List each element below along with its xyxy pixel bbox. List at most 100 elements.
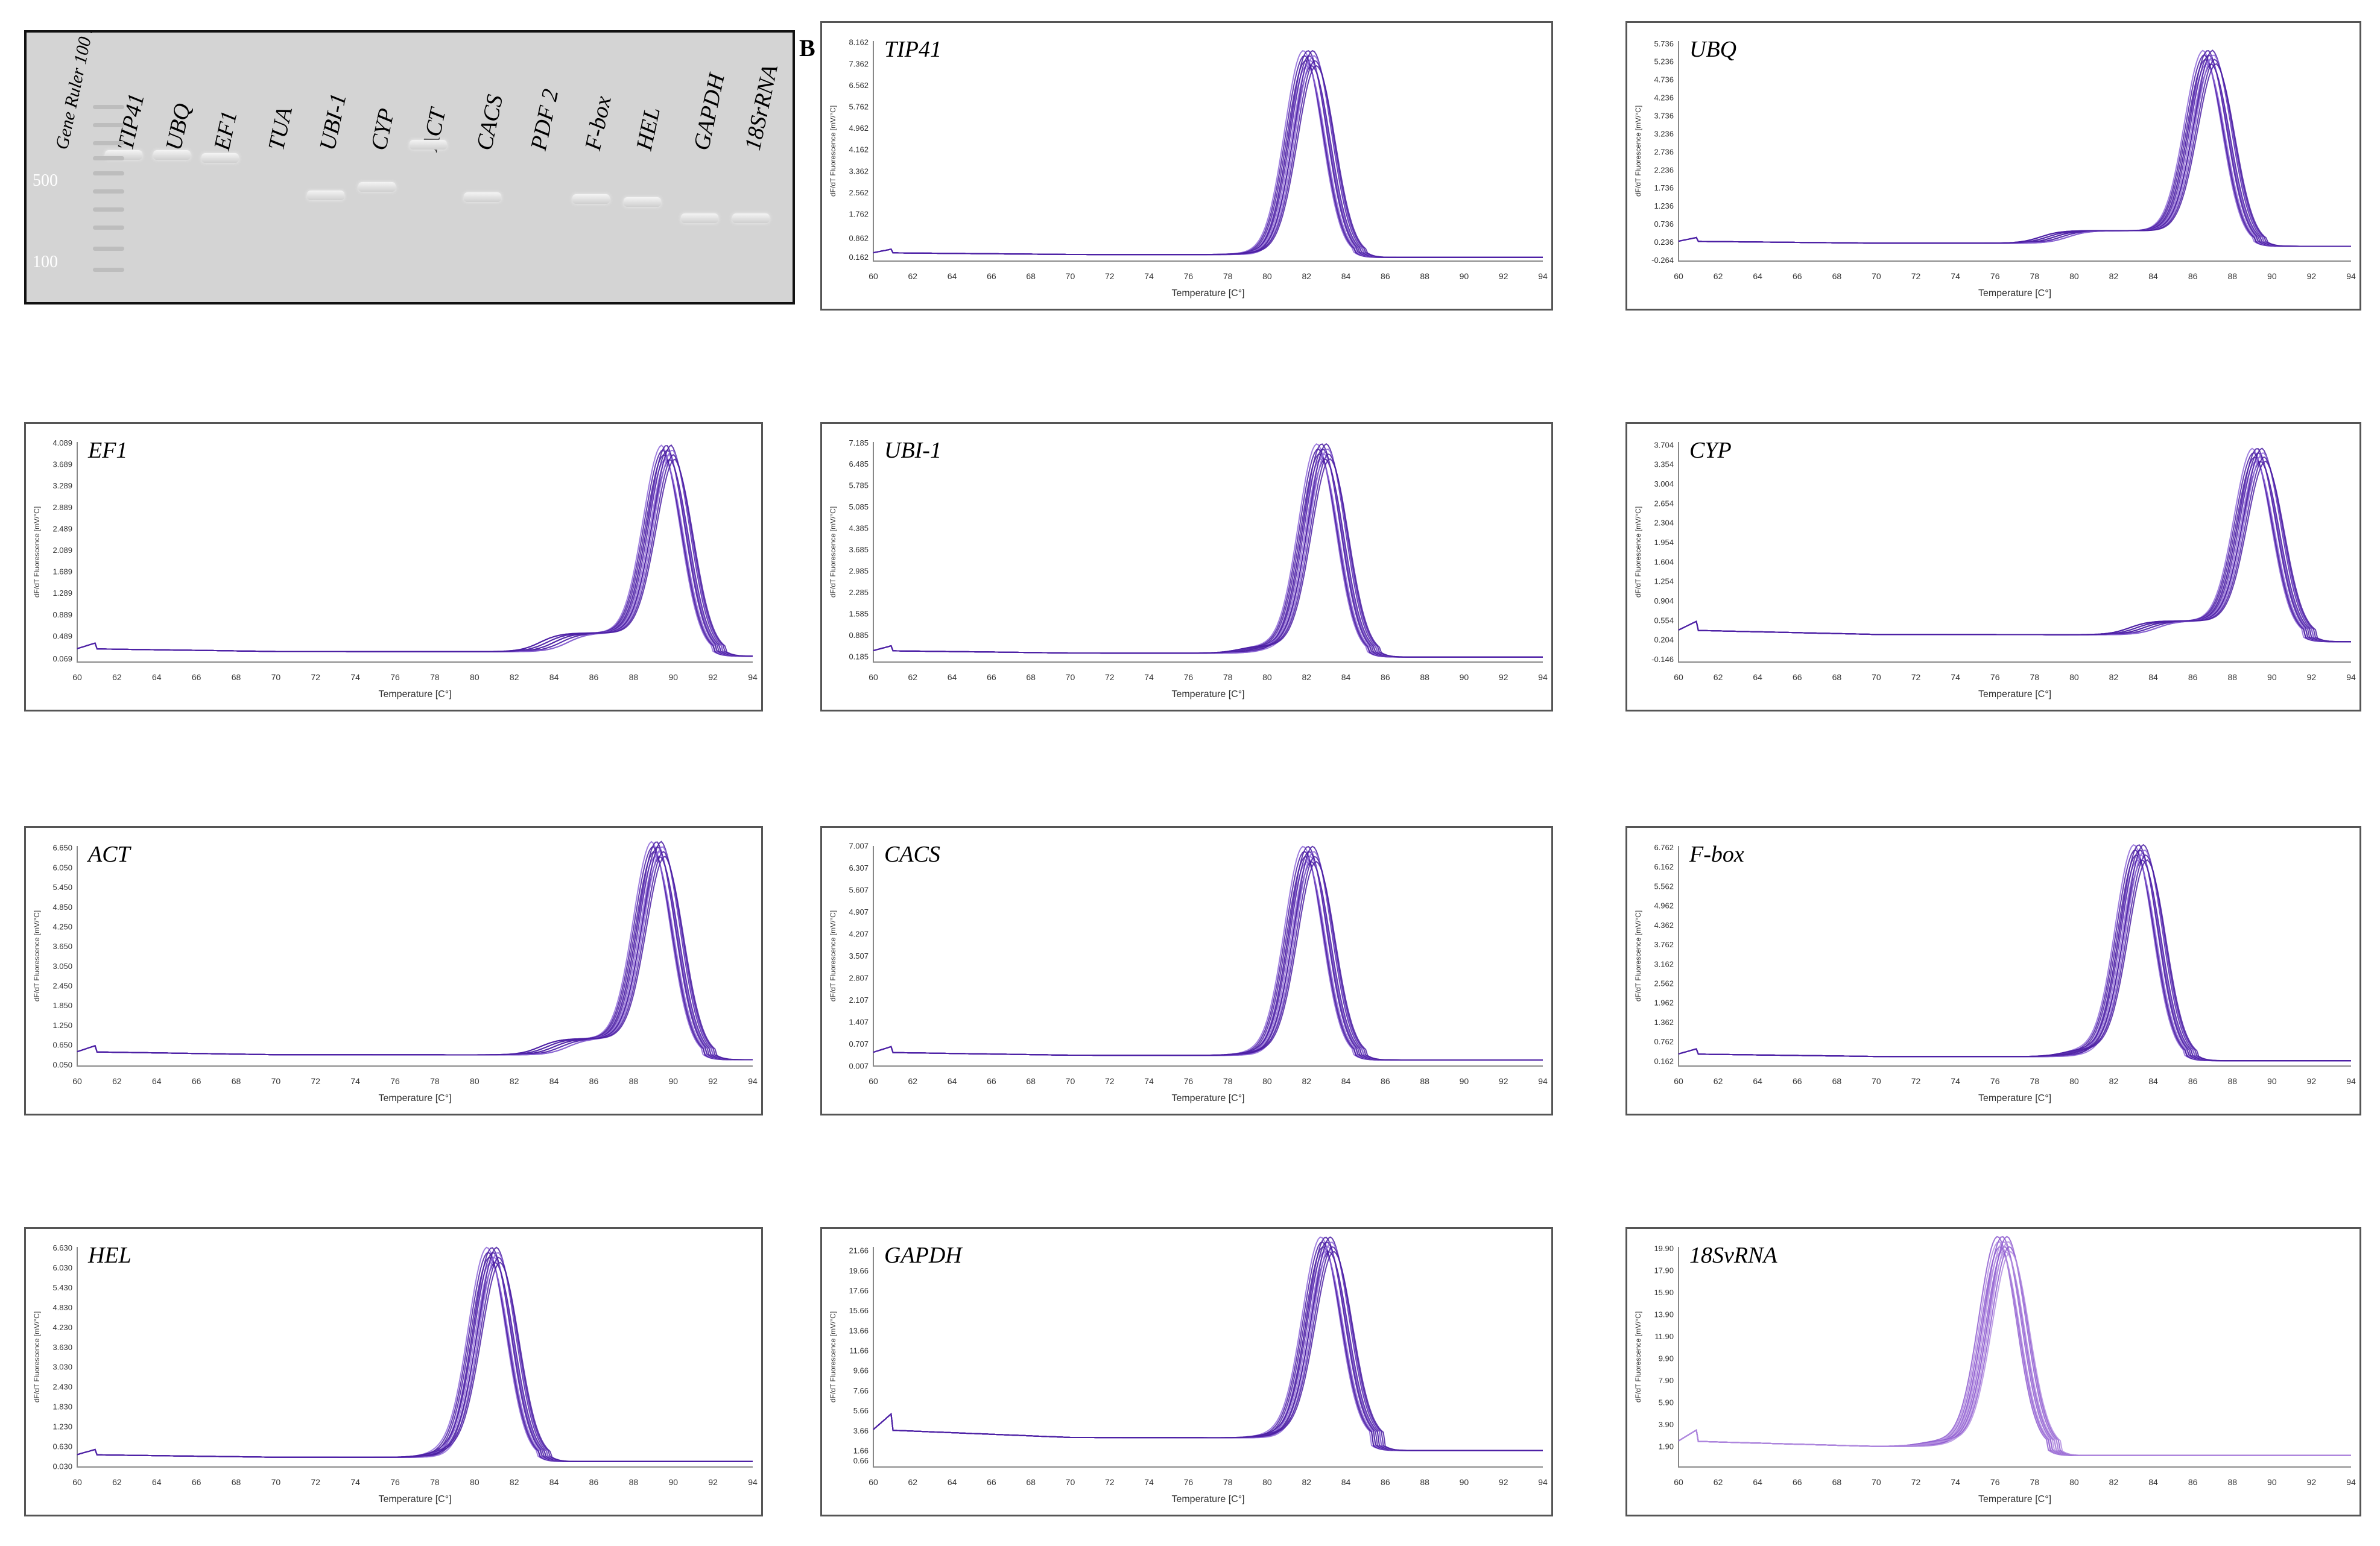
y-tick-label: 4.362 [1654,921,1674,930]
gene-name-label: F-box [1689,842,1744,867]
x-tick-label: 66 [1793,1477,1802,1487]
melt-curve-series [873,65,1543,258]
x-tick-label: 64 [948,672,957,682]
x-tick-label: 66 [1793,271,1802,281]
y-axis-label: dF/dT Fluorescence [mV/°C] [829,1311,837,1402]
x-tick-label: 74 [1951,271,1960,281]
x-tick-label: 64 [948,271,957,281]
melt-curve-series [1678,63,2351,247]
y-tick-label: 6.630 [52,1243,72,1252]
gel-lane-label: HEL [631,104,665,153]
melt-curve-series [873,851,1543,1061]
y-axis-label: dF/dT Fluorescence [mV/°C] [33,1311,41,1402]
melt-curve-series [77,1261,753,1462]
melt-curve-series [873,845,1543,1061]
y-tick-label: 1.762 [849,210,869,219]
x-tick-label: 86 [2188,1477,2198,1487]
gel-lane-label: UBQ [160,101,196,153]
y-axis-label: dF/dT Fluorescence [mV/°C] [33,506,41,598]
y-axis-label: dF/dT Fluorescence [mV/°C] [829,910,837,1002]
gel-lane-label: CYP [366,106,400,153]
y-tick-label: 7.66 [853,1386,869,1395]
x-tick-label: 64 [948,1076,957,1086]
ladder-band [93,141,124,145]
x-tick-label: 88 [1420,672,1429,682]
x-tick-label: 90 [2267,271,2277,281]
ladder-band [93,156,124,160]
x-tick-label: 92 [708,672,718,682]
x-tick-label: 76 [1990,1076,2000,1086]
y-tick-label: 4.385 [849,524,869,533]
y-tick-label: 6.030 [52,1263,72,1272]
melt-curve-chart-act: 60 62 64 66 68 70 72 74 76 78 80 82 84 86 88 90 92 94 0.05… [24,826,763,1115]
y-tick-label: 5.085 [849,502,869,511]
y-tick-label: 2.236 [1654,165,1674,174]
y-tick-label: 3.004 [1654,479,1674,488]
x-tick-label: 94 [748,1477,758,1487]
x-tick-label: 70 [1066,672,1075,682]
x-tick-label: 80 [1262,1477,1272,1487]
y-tick-label: 5.762 [849,103,869,112]
melt-curve-plot: 60 62 64 66 68 70 72 74 76 78 80 82 84 86 88 90 92 94 -0.1… [1634,440,2356,699]
x-tick-label: 64 [948,1477,957,1487]
x-tick-label: 64 [1753,1076,1762,1086]
y-tick-label: 1.830 [52,1402,72,1412]
plot-axes [1678,1247,2351,1468]
y-tick-label: 0.630 [52,1442,72,1451]
x-tick-label: 64 [152,672,162,682]
y-tick-label: 0.885 [849,631,869,640]
x-tick-label: 74 [350,1076,360,1086]
y-tick-label: 3.289 [52,481,72,490]
x-tick-label: 80 [1262,1076,1272,1086]
x-tick-label: 62 [908,1477,918,1487]
ladder-band [93,247,124,251]
melt-curve-plot: 60 62 64 66 68 70 72 74 76 78 80 82 84 86 88 90 92 94 0.18… [829,438,1548,699]
melt-curve-series [873,860,1543,1061]
melt-curve-series [873,50,1543,258]
melt-curve-series [77,1252,753,1462]
melt-curve-series [1678,1246,2351,1456]
x-tick-label: 62 [908,1076,918,1086]
y-tick-label: 5.90 [1659,1398,1674,1407]
x-tick-label: 60 [1674,1477,1683,1487]
plot-axes [1678,846,2351,1067]
y-tick-label: 6.485 [849,459,869,469]
x-tick-label: 68 [232,672,241,682]
x-tick-label: 88 [1420,271,1429,281]
ladder-band [93,207,124,212]
x-axis-label: Temperature [C°] [1978,689,2051,699]
x-tick-label: 64 [1753,1477,1762,1487]
x-tick-label: 84 [1341,271,1351,281]
melt-curve-series [1678,849,2351,1062]
x-tick-label: 90 [668,1477,678,1487]
x-tick-label: 76 [1184,672,1194,682]
x-tick-label: 82 [1302,1076,1311,1086]
x-tick-label: 84 [549,672,559,682]
x-tick-label: 74 [1951,1477,1960,1487]
x-tick-label: 76 [390,1477,400,1487]
x-axis-label: Temperature [C°] [378,689,451,699]
y-tick-label: 0.904 [1654,596,1674,605]
y-tick-label: 0.185 [849,652,869,661]
y-tick-label: 5.450 [52,883,72,892]
x-tick-label: 72 [311,672,321,682]
melt-curve-series [873,443,1543,658]
melt-curve-series [873,1246,1543,1451]
x-tick-label: 88 [2227,271,2237,281]
y-tick-label: 0.762 [1654,1037,1674,1046]
melt-curve-series [873,453,1543,658]
x-tick-label: 86 [589,672,599,682]
y-tick-label: 2.304 [1654,519,1674,528]
y-tick-label: 19.66 [849,1266,869,1275]
y-tick-label: 2.285 [849,588,869,597]
x-tick-label: 74 [1951,672,1960,682]
x-tick-label: 90 [1460,1076,1469,1086]
x-tick-label: 92 [2307,1076,2317,1086]
x-tick-label: 70 [271,1477,281,1487]
x-tick-label: 92 [708,1477,718,1487]
x-axis-label: Temperature [C°] [1171,1093,1244,1103]
y-tick-label: 2.654 [1654,499,1674,508]
melt-curve-series [77,444,753,657]
x-tick-label: 68 [1832,1076,1842,1086]
x-tick-label: 62 [112,1076,122,1086]
